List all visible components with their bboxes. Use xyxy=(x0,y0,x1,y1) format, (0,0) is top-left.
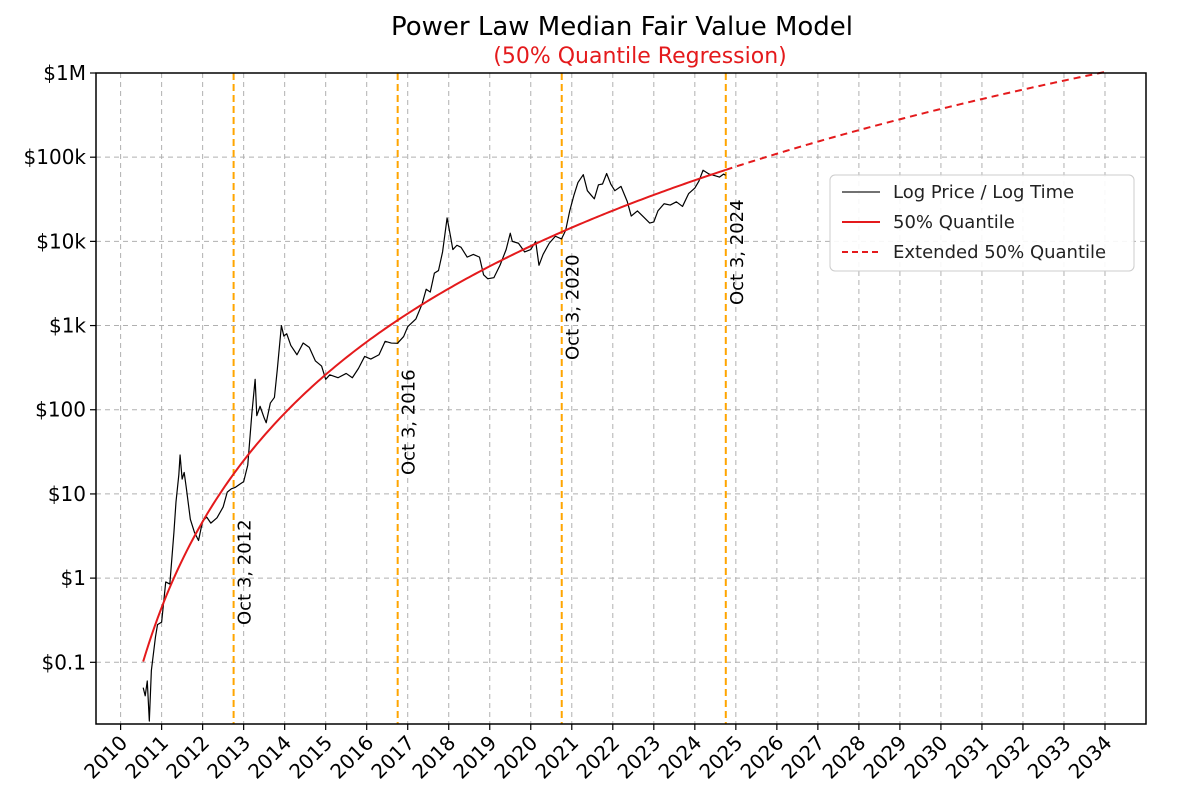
chart-subtitle: (50% Quantile Regression) xyxy=(493,44,786,69)
halving-label: Oct 3, 2020 xyxy=(563,254,584,360)
x-tick-label: 2022 xyxy=(571,731,624,784)
y-tick-label: $10k xyxy=(36,229,86,253)
x-tick-label: 2018 xyxy=(407,731,460,784)
x-tick-label: 2030 xyxy=(899,731,952,784)
x-tick-label: 2017 xyxy=(366,731,419,784)
legend-entry-extended: Extended 50% Quantile xyxy=(893,242,1106,263)
y-tick-label: $100 xyxy=(35,398,86,422)
x-axis: 2010201120122013201420152016201720182019… xyxy=(79,724,1117,784)
x-tick-label: 2021 xyxy=(530,731,583,784)
x-tick-label: 2033 xyxy=(1023,731,1076,784)
x-tick-label: 2011 xyxy=(120,731,173,784)
x-tick-label: 2016 xyxy=(325,731,378,784)
y-tick-label: $1M xyxy=(43,61,86,85)
series-layer: Oct 3, 2012 Oct 3, 2016 Oct 3, 2020 Oct 3, … xyxy=(142,70,1106,722)
x-tick-label: 2020 xyxy=(489,731,542,784)
plot-frame xyxy=(95,72,1147,725)
x-tick-label: 2013 xyxy=(202,731,255,784)
x-tick-label: 2028 xyxy=(817,731,870,784)
x-tick-label: 2015 xyxy=(284,731,337,784)
x-tick-label: 2024 xyxy=(653,731,706,784)
legend-entry-quantile: 50% Quantile xyxy=(893,212,1015,233)
x-tick-label: 2014 xyxy=(243,731,296,784)
x-tick-label: 2031 xyxy=(941,731,994,784)
legend-box xyxy=(829,174,1135,272)
series-line-2 xyxy=(725,70,1106,171)
x-tick-label: 2032 xyxy=(982,731,1035,784)
legend: Log Price / Log Time 50% Quantile Extend… xyxy=(829,174,1135,272)
x-tick-label: 2034 xyxy=(1064,731,1117,784)
x-tick-label: 2029 xyxy=(858,731,911,784)
y-tick-label: $10 xyxy=(48,482,86,506)
x-tick-label: 2012 xyxy=(161,731,214,784)
x-tick-label: 2023 xyxy=(612,731,665,784)
halving-label: Oct 3, 2012 xyxy=(235,519,256,625)
legend-entry-price: Log Price / Log Time xyxy=(893,182,1074,203)
y-tick-label: $0.1 xyxy=(41,650,86,674)
x-tick-label: 2027 xyxy=(776,731,829,784)
x-tick-label: 2019 xyxy=(448,731,501,784)
y-tick-label: $1 xyxy=(61,566,86,590)
x-tick-label: 2010 xyxy=(79,731,132,784)
chart-title: Power Law Median Fair Value Model xyxy=(391,12,853,42)
series-line-1 xyxy=(142,168,726,662)
series-line-0 xyxy=(142,169,726,722)
halving-label: Oct 3, 2024 xyxy=(727,199,748,305)
y-tick-label: $1k xyxy=(49,314,86,338)
vertical-markers xyxy=(232,73,727,724)
grid xyxy=(96,72,1146,724)
x-tick-label: 2026 xyxy=(735,731,788,784)
halving-label: Oct 3, 2016 xyxy=(399,369,420,475)
y-tick-label: $100k xyxy=(24,145,87,169)
x-tick-label: 2025 xyxy=(694,731,747,784)
y-axis: $0.1 $1 $10 $100 $1k $10k $100k $1M xyxy=(24,61,96,674)
